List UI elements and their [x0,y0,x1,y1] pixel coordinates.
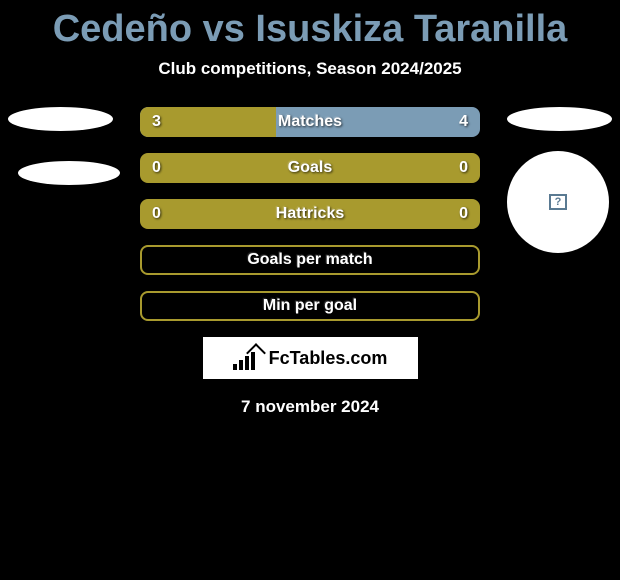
bar-goals-per-match: Goals per match [140,245,480,275]
bar-matches: 3 Matches 4 [140,107,480,137]
bar-gpm-label: Goals per match [247,251,372,269]
right-ellipse-1 [507,107,612,131]
brand-logo-icon [233,346,263,370]
bar-goals-label: Goals [288,159,332,177]
bar-hattricks-left: 0 [152,205,161,223]
bar-min-per-goal: Min per goal [140,291,480,321]
right-circle: ? [507,151,609,253]
brand-banner: FcTables.com [203,337,418,379]
left-ellipse-1 [8,107,113,131]
page-subtitle: Club competitions, Season 2024/2025 [0,59,620,79]
left-decoration [8,107,120,185]
content-area: ? 3 Matches 4 0 Goals 0 0 Hattricks 0 Go… [0,107,620,417]
bar-matches-left: 3 [152,113,161,131]
bar-hattricks: 0 Hattricks 0 [140,199,480,229]
stat-bars: 3 Matches 4 0 Goals 0 0 Hattricks 0 Goal… [140,107,480,321]
bar-hattricks-right: 0 [459,205,468,223]
brand-text: FcTables.com [269,348,388,369]
bar-goals: 0 Goals 0 [140,153,480,183]
right-decoration: ? [507,107,612,253]
left-ellipse-2 [18,161,120,185]
bar-matches-right: 4 [459,113,468,131]
bar-matches-label: Matches [278,113,342,131]
bar-mpg-label: Min per goal [263,297,357,315]
bar-goals-right: 0 [459,159,468,177]
placeholder-icon: ? [549,194,567,210]
bar-goals-left: 0 [152,159,161,177]
page-title: Cedeño vs Isuskiza Taranilla [0,0,620,51]
bar-hattricks-label: Hattricks [276,205,344,223]
date-label: 7 november 2024 [0,397,620,417]
